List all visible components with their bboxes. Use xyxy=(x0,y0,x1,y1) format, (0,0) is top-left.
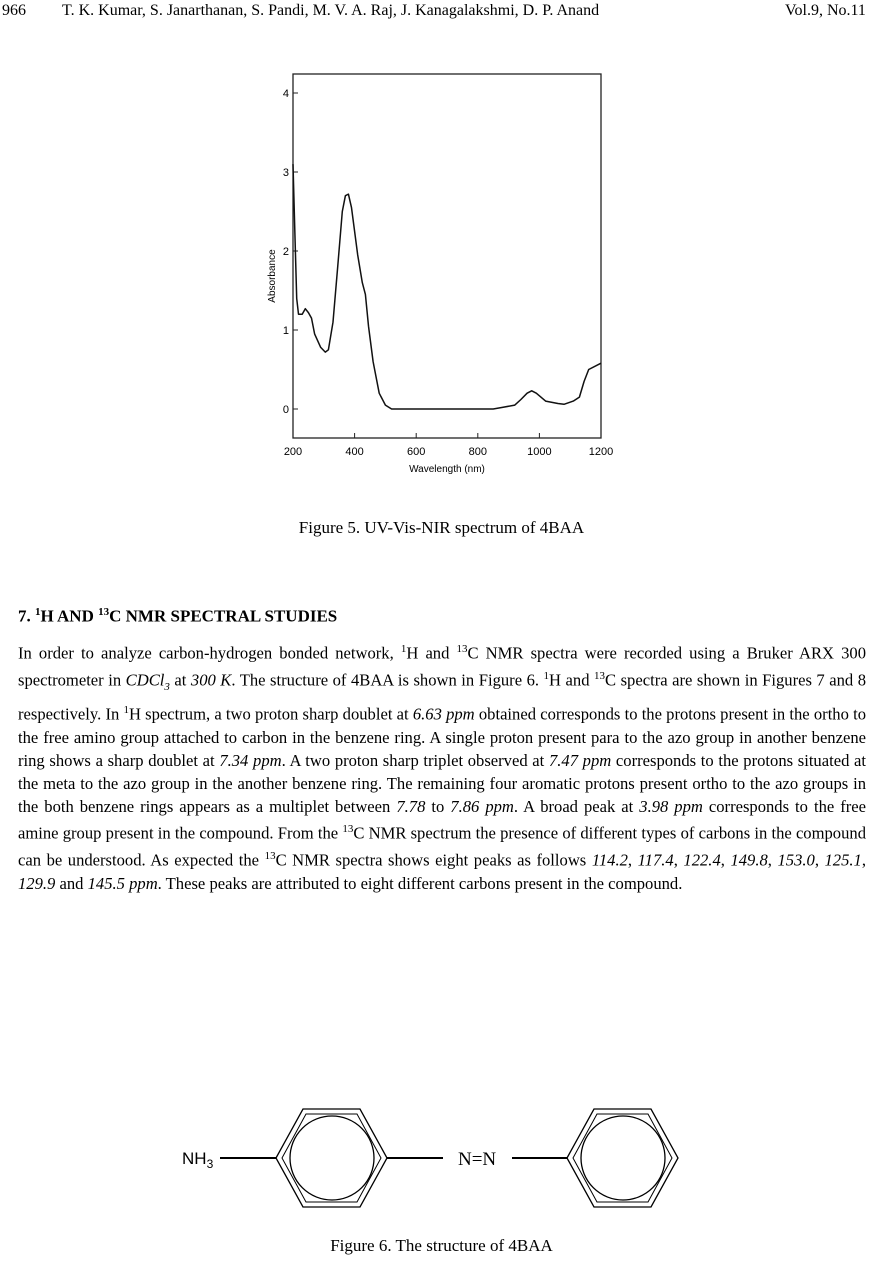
y-axis-label: Absorbance xyxy=(267,249,278,303)
paragraph-run: 13 xyxy=(594,669,606,682)
amine-label: NH3 xyxy=(182,1149,214,1171)
figure6-caption: Figure 6. The structure of 4BAA xyxy=(330,1236,553,1255)
paragraph-run: 13 xyxy=(342,823,354,836)
x-axis-label: Wavelength (nm) xyxy=(409,464,485,475)
paragraph-run: 153.0 xyxy=(777,850,815,870)
paragraph-run: 145.5 ppm xyxy=(87,873,158,893)
paragraph-run: 1 xyxy=(400,643,407,655)
x-tick-label: 200 xyxy=(284,446,302,458)
paragraph-run: 7.47 ppm xyxy=(548,750,612,770)
x-tick-label: 400 xyxy=(345,446,363,458)
paragraph-run: C spectra are shown in Figures 7 and 8 r… xyxy=(18,670,867,724)
body-paragraph: In order to analyze carbon-hydrogen bond… xyxy=(18,638,866,895)
running-header: 966 T. K. Kumar, S. Janarthanan, S. Pand… xyxy=(0,0,883,22)
paragraph-run: H spectrum, a two proton sharp doublet a… xyxy=(128,704,413,724)
paragraph-run: 1 xyxy=(543,669,550,682)
paragraph-run: , xyxy=(814,850,825,870)
paragraph-run: H and xyxy=(549,670,595,690)
x-tick-label: 1200 xyxy=(589,446,613,458)
paragraph-run: , xyxy=(627,850,638,870)
paragraph-run: obtained corresponds to the protons pres… xyxy=(18,704,867,770)
paragraph-run: 114.2 xyxy=(591,850,628,870)
uv-vis-nir-chart: 200 400 600 800 1000 1200 0 1 2 3 4 Wavelength (nm)… xyxy=(267,73,613,475)
paragraph-run: 122.4 xyxy=(683,850,721,870)
paragraph-run: 7.78 xyxy=(396,797,426,817)
azo-label: N=N xyxy=(458,1149,496,1170)
paragraph-run: C NMR spectra shows eight peaks as follo… xyxy=(275,850,592,870)
paragraph-run: . The structure of 4BAA is shown in Figu… xyxy=(231,670,544,690)
paragraph-run: In order to analyze carbon-hydrogen bond… xyxy=(18,643,401,663)
paragraph-run: , xyxy=(673,850,684,870)
paragraph-run: , xyxy=(861,850,866,870)
paragraph-run: 6.63 ppm xyxy=(412,704,475,724)
paragraph-run: 125.1 xyxy=(824,850,862,870)
paragraph-run: corresponds to the protons situated at t… xyxy=(18,750,867,817)
paragraph-run: . A broad peak at xyxy=(513,797,640,817)
figure5-caption: Figure 5. UV-Vis-NIR spectrum of 4BAA xyxy=(298,518,585,537)
paragraph-run: 7.34 ppm xyxy=(219,750,282,770)
x-tick-label: 600 xyxy=(407,446,425,458)
section-heading: 7. 1H AND 13C NMR SPECTRAL STUDIES xyxy=(18,606,338,626)
volume: Vol.9, No.11 xyxy=(785,2,866,19)
spectrum-line xyxy=(292,164,602,410)
paragraph-run: 13 xyxy=(264,850,276,863)
paragraph-run: at xyxy=(169,670,191,690)
paragraph-run: and xyxy=(55,873,88,893)
paragraph-run: 3 xyxy=(164,680,170,693)
paragraph-run: C NMR spectrum the presence of different… xyxy=(18,823,866,870)
paragraph-run: CDCl xyxy=(125,670,165,690)
paragraph-run: 1 xyxy=(123,703,129,716)
paragraph-run: C NMR spectra were recorded using a Bruk… xyxy=(18,643,866,690)
paragraph-run: H and xyxy=(406,643,457,663)
paragraph-run: 13 xyxy=(456,643,468,655)
x-tick-label: 1000 xyxy=(527,446,551,458)
paragraph-run: corresponds to the free amine group pres… xyxy=(18,797,867,843)
paragraph-run: 129.9 xyxy=(18,873,56,893)
paragraph-run: . A two proton sharp triplet observed at xyxy=(281,750,549,770)
page-number: 966 xyxy=(2,2,26,19)
benzene-ring-1 xyxy=(275,1108,388,1208)
paragraph-run: 3.98 ppm xyxy=(639,797,703,817)
paragraph-run: , xyxy=(720,850,731,870)
y-tick-label: 4 xyxy=(283,88,289,100)
molecule-structure: NH3 N=N xyxy=(182,1108,679,1208)
y-tick-label: 2 xyxy=(283,246,289,258)
paragraph-run: . These peaks are attributed to eight di… xyxy=(157,873,683,893)
authors: T. K. Kumar, S. Janarthanan, S. Pandi, M… xyxy=(62,2,600,19)
paragraph-run: 117.4 xyxy=(637,850,674,870)
paragraph-run: 300 K xyxy=(190,670,232,690)
y-tick-label: 1 xyxy=(283,325,289,337)
x-tick-label: 800 xyxy=(469,446,487,458)
paragraph-run: 149.8 xyxy=(730,850,768,870)
paragraph-run: to xyxy=(425,797,451,817)
y-tick-label: 0 xyxy=(283,404,289,416)
plot-frame xyxy=(292,73,602,439)
y-tick-label: 3 xyxy=(283,167,289,179)
paragraph-run: 7.86 ppm xyxy=(450,797,514,817)
paragraph-run: , xyxy=(767,850,778,870)
benzene-ring-2 xyxy=(566,1108,679,1208)
